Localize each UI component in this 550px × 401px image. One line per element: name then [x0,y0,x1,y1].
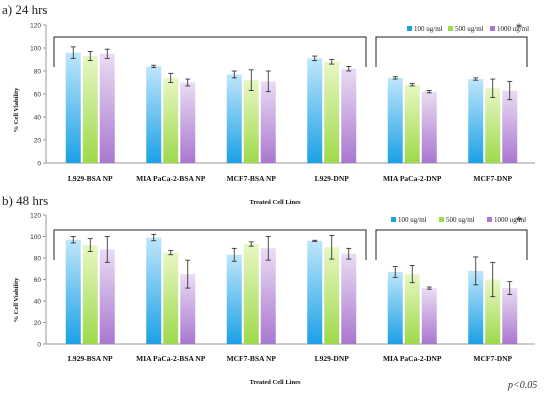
panel-b-y-tick-label: 80 [34,255,42,262]
panel-b-bar [146,237,162,344]
panel-b-legend-swatch [391,217,396,222]
panel-a-y-tick-label: 100 [30,45,41,52]
panel-a-category-label: L929-DNP [315,174,350,183]
panel-b-bar [502,288,518,344]
panel-a-bar [260,81,276,163]
panel-b-bar [82,245,98,344]
panel-b-y-tick-label: 40 [34,298,42,305]
panel-b-bar [65,239,81,344]
panel-b-legend-swatch [487,217,492,222]
panel-a-label: a) 24 hrs [2,2,48,17]
panel-a-y-tick-label: 60 [34,91,42,98]
panel-a-legend-label: 1000 ug/ml [497,25,529,33]
panel-a-bar [421,91,437,163]
panel-b-y-tick-label: 0 [37,341,41,348]
panel-b-y-tick-label: 60 [34,277,42,284]
panel-b-bar [243,244,259,344]
panel-a-chart: 0 20 40 60 80 100 120 L929-BSA NP MIA PaCa-2-BSA… [30,20,535,183]
panel-a-bar [307,58,323,163]
panel-a-bar [226,74,242,163]
panel-b-bar [468,270,484,344]
panel-b-bar [226,254,242,344]
panel-b-significance-bracket [375,229,528,260]
panel-b-bar [163,252,179,344]
panel-b-chart: 0 20 40 60 80 100 120 L929-BSA NP MIA PaCa-2-BSA… [30,212,535,363]
panel-a-y-tick-label: 20 [34,137,42,144]
panel-b-y-tick-label: 20 [34,320,42,327]
panel-b-bar [324,247,340,344]
panel-b-legend-label: 1000 ug/ml [494,216,526,224]
panel-a-legend-swatch [490,26,495,31]
panel-a-bar [468,79,484,163]
panel-a-bar [99,53,115,163]
panel-b-legend-label: 500 ug/ml [446,216,475,224]
panel-b-x-axis-title: Treated Cell Lines [249,379,301,386]
panel-b-bar [485,279,501,344]
panel-b-bar [341,253,357,344]
panel-a-bar [502,90,518,163]
panel-a-y-tick-label: 40 [34,114,42,121]
panel-a-bar [65,52,81,163]
panel-a-category-label: MIA PaCa-2-DNP [383,174,442,183]
panel-a-bar [146,66,162,163]
panel-a-bar [485,88,501,163]
panel-b-y-tick-label: 120 [30,212,41,219]
panel-a-bar [180,82,196,163]
panel-a-bar [243,80,259,163]
panel-b-significance-bracket [53,229,367,260]
panel-a-legend-swatch [448,26,453,31]
panel-a-y-tick-label: 120 [30,22,41,29]
panel-a-bar [82,56,98,163]
panel-b-bar [99,249,115,344]
panel-b-bar [387,271,403,344]
panel-a-y-axis-title: % Cell Viability [13,87,20,133]
panel-b-category-label: MIA PaCa-2-BSA NP [136,354,206,363]
panel-a-significance-bracket [375,36,528,67]
panel-b-category-label: L929-DNP [315,354,350,363]
panel-b-bar [180,274,196,344]
panel-a-y-tick-label: 0 [37,160,41,167]
panel-a-legend-label: 500 ug/ml [455,25,484,33]
panel-b-category-label: L929-BSA NP [68,354,113,363]
panel-b-category-label: MIA PaCa-2-DNP [383,354,442,363]
panel-b-label: b) 48 hrs [2,193,48,208]
panel-a-category-label: MCF7-BSA NP [227,174,277,183]
panel-a-bar [324,61,340,163]
panel-a-legend-swatch [407,26,412,31]
panel-b-significance-star: * [516,213,523,228]
panel-b-bar [421,288,437,344]
panel-a-significance-star: * [516,20,523,35]
panel-a-legend-label: 100 ug/ml [414,25,443,33]
panel-a-bar [404,84,420,163]
panel-b-category-label: MCF7-BSA NP [227,354,277,363]
panel-b-bar [404,274,420,344]
panel-a-category-label: MCF7-DNP [473,174,512,183]
panel-a-significance-bracket [53,36,367,67]
panel-a-bar [163,77,179,163]
panel-b-bar [260,248,276,344]
panel-a-y-tick-label: 80 [34,68,42,75]
panel-b-y-tick-label: 100 [30,234,41,241]
panel-a-category-label: L929-BSA NP [68,174,113,183]
panel-b-legend-label: 100 ug/ml [398,216,427,224]
panel-b-legend-swatch [439,217,444,222]
panel-a-x-axis-title: Treated Cell Lines [249,199,301,206]
panel-b-bar [307,240,323,344]
panel-b-category-label: MCF7-DNP [473,354,512,363]
significance-footnote: p<0.05 [507,380,537,391]
panel-a-category-label: MIA PaCa-2-BSA NP [136,174,206,183]
panel-b-y-axis-title: % Cell Viability [13,277,20,323]
panel-a-bar [341,68,357,163]
panel-a-bar [387,77,403,163]
